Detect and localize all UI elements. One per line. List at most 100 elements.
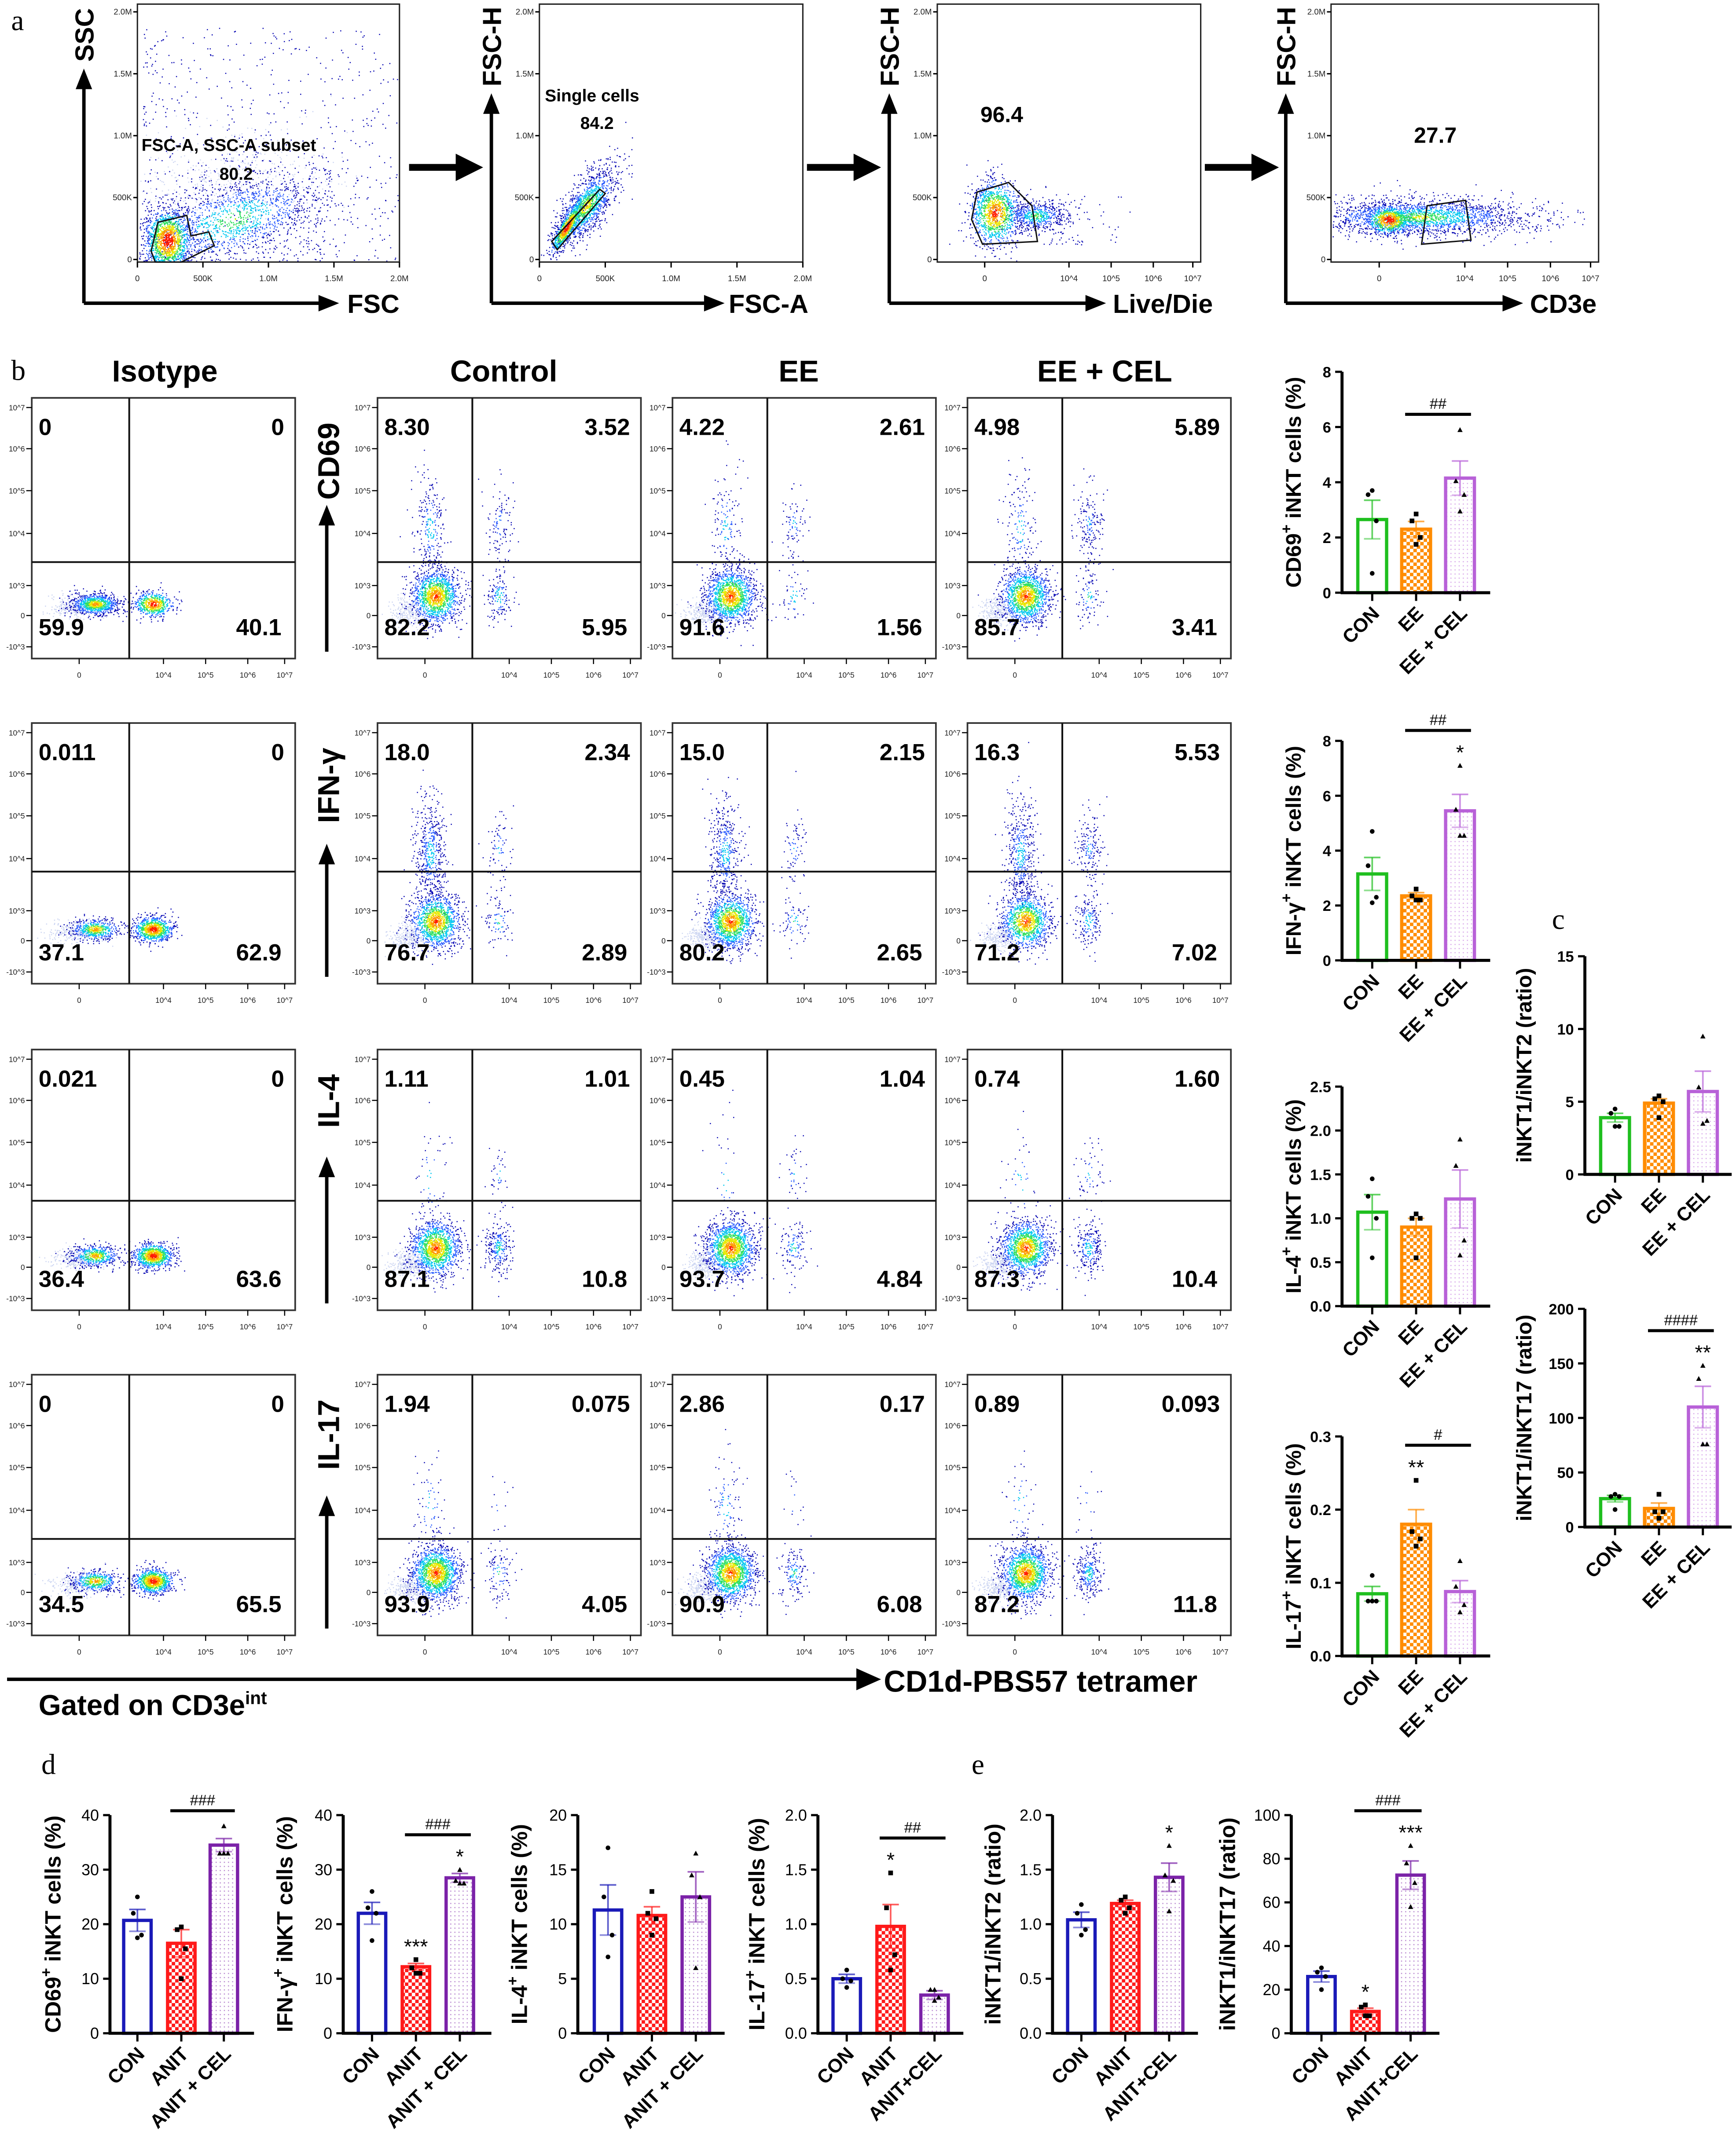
- data-point-square: [1123, 1894, 1128, 1900]
- density-events-level-1: [725, 1242, 737, 1255]
- density-events-level-1: [92, 1577, 161, 1586]
- arrow-right-icon: [1502, 295, 1523, 312]
- y-tick-label: 10^4: [650, 1506, 666, 1515]
- y-tick-label: 10^4: [650, 1181, 666, 1189]
- arrow-right-icon: [318, 295, 339, 312]
- data-point-triangle: [928, 1987, 933, 1992]
- data-point-triangle: [1457, 427, 1463, 432]
- y-tick-label: -10^3: [6, 642, 25, 651]
- data-point-triangle: [461, 1880, 467, 1886]
- data-point-triangle: [1457, 763, 1463, 768]
- data-point-square: [1656, 1094, 1662, 1098]
- density-events-level-2: [89, 1575, 163, 1588]
- y-tick-label: 10^6: [944, 444, 961, 453]
- flow-plot-ee-cel-il-17: 10^7 10^6 10^5 10^4 10^3 0 -10^3 0 10^4 10^5 10^6 1…: [942, 1374, 1232, 1656]
- y-tick-label: 2.0M: [914, 7, 932, 16]
- x-tick-label: 10^7: [277, 1648, 293, 1656]
- significance-label: #: [1434, 1427, 1442, 1443]
- gating-step-arrow: [1204, 154, 1279, 181]
- y-axis-label-superscript: +: [1278, 1247, 1295, 1256]
- y-axis-label-main: CD69: [41, 1977, 66, 2033]
- y-tick-label: 10^7: [9, 728, 25, 737]
- data-point-triangle: [1162, 1872, 1168, 1878]
- quadrant-upper-right-value: 2.34: [584, 739, 630, 765]
- quadrant-upper-right-value: 0: [271, 1391, 284, 1417]
- data-point-square: [1409, 518, 1415, 524]
- gating-plot-1: 2.0M 1.5M 1.0M 500K 0 0 500K 1.0M 1.5M 2.0M SSC FSC…: [70, 3, 409, 319]
- density-events-level-6: [987, 1450, 1109, 1619]
- significance-stars: **: [1695, 1341, 1711, 1364]
- event-density: [972, 457, 1114, 642]
- y-tick-label: 10^6: [944, 1096, 961, 1105]
- data-point-circle: [1370, 571, 1375, 576]
- y-tick-label: 10^5: [9, 1463, 25, 1472]
- density-events-level-0: [434, 1246, 438, 1251]
- y-tick-label: 10^5: [355, 811, 371, 820]
- gating-step-arrow: [807, 154, 881, 181]
- y-tick-label: 0: [956, 936, 961, 945]
- y-tick-label: 10: [1557, 1021, 1574, 1038]
- arrow-right-icon: [1085, 295, 1106, 312]
- x-axis-label: Live/Die: [1113, 289, 1213, 319]
- density-events-level-0: [150, 602, 158, 607]
- data-point-square: [1413, 511, 1419, 517]
- x-tick-label: 2.0M: [794, 274, 812, 283]
- quadrant-lower-left-value: 85.7: [974, 615, 1020, 641]
- quadrant-upper-left-value: 0: [39, 414, 51, 440]
- significance-label: ###: [425, 1816, 450, 1833]
- x-tick-label: 0: [77, 996, 81, 1005]
- data-point-circle: [1612, 1124, 1618, 1129]
- density-faint-events: [973, 1245, 1025, 1282]
- x-tick-label: 10^6: [585, 671, 602, 679]
- density-events-level-4: [80, 594, 169, 615]
- y-tick-label: 1.0M: [516, 131, 534, 140]
- y-tick-label: 4: [1323, 843, 1331, 860]
- y-tick-label: 0.5: [1310, 1255, 1331, 1271]
- arrow-up-icon: [318, 844, 335, 865]
- density-events-level-1: [1020, 1242, 1032, 1255]
- y-axis-label: iNKT1/iNKT17 (ratio): [1512, 1314, 1536, 1521]
- event-density: [949, 160, 1131, 262]
- data-point-circle: [1374, 1599, 1379, 1604]
- gate-name: Single cells: [545, 87, 639, 106]
- data-point-circle: [1365, 492, 1371, 497]
- y-tick-label: 2.0: [1310, 1123, 1331, 1140]
- density-faint-events: [682, 1245, 734, 1280]
- density-faint-events: [675, 595, 731, 635]
- y-tick-label: 10^3: [944, 581, 961, 590]
- x-tick-label: 0: [77, 671, 81, 679]
- density-events-level-3: [1013, 1559, 1091, 1588]
- y-tick-label: 0: [1271, 2025, 1280, 2042]
- density-events-level-0: [563, 221, 571, 233]
- data-point-circle: [135, 1935, 140, 1941]
- density-events-level-1: [92, 600, 160, 609]
- x-tick-label: 10^4: [1091, 1322, 1108, 1331]
- data-point-triangle: [693, 1965, 699, 1970]
- plot-frame: [31, 1049, 296, 1311]
- x-tick-label: 10^6: [881, 996, 897, 1005]
- x-tick-label: 10^6: [240, 996, 256, 1005]
- x-tick-label: 0: [1377, 274, 1381, 283]
- y-tick-label: 0: [661, 1263, 666, 1272]
- y-tick-label: 0.1: [1310, 1575, 1331, 1592]
- x-tick-label: 10^6: [1175, 1648, 1192, 1656]
- y-tick-label: 10^6: [355, 1096, 371, 1105]
- density-events-level-2: [721, 1563, 741, 1585]
- gate-percentage: 27.7: [1414, 123, 1457, 147]
- quadrant-upper-right-value: 0.17: [880, 1391, 925, 1417]
- x-tick-label: 10^5: [838, 671, 855, 679]
- x-tick-label: 0: [77, 1648, 81, 1656]
- y-tick-label: 1.0M: [114, 131, 132, 140]
- x-tick-label: 0: [1013, 671, 1017, 679]
- density-events-level-3: [422, 1233, 501, 1263]
- y-tick-label: 10^7: [944, 1380, 961, 1389]
- density-events-level-0: [729, 594, 734, 599]
- x-tick-label: 0: [135, 274, 139, 283]
- density-events-level-1: [988, 203, 1003, 223]
- y-tick-label: 10^3: [355, 1233, 371, 1242]
- arrow-right-icon: [853, 154, 881, 181]
- data-point-circle: [609, 1933, 615, 1937]
- density-events-level-0: [992, 209, 999, 218]
- y-axis-label: IL-17+ iNKT cells (%): [741, 1818, 769, 2030]
- y-tick-label: 500K: [1307, 193, 1326, 202]
